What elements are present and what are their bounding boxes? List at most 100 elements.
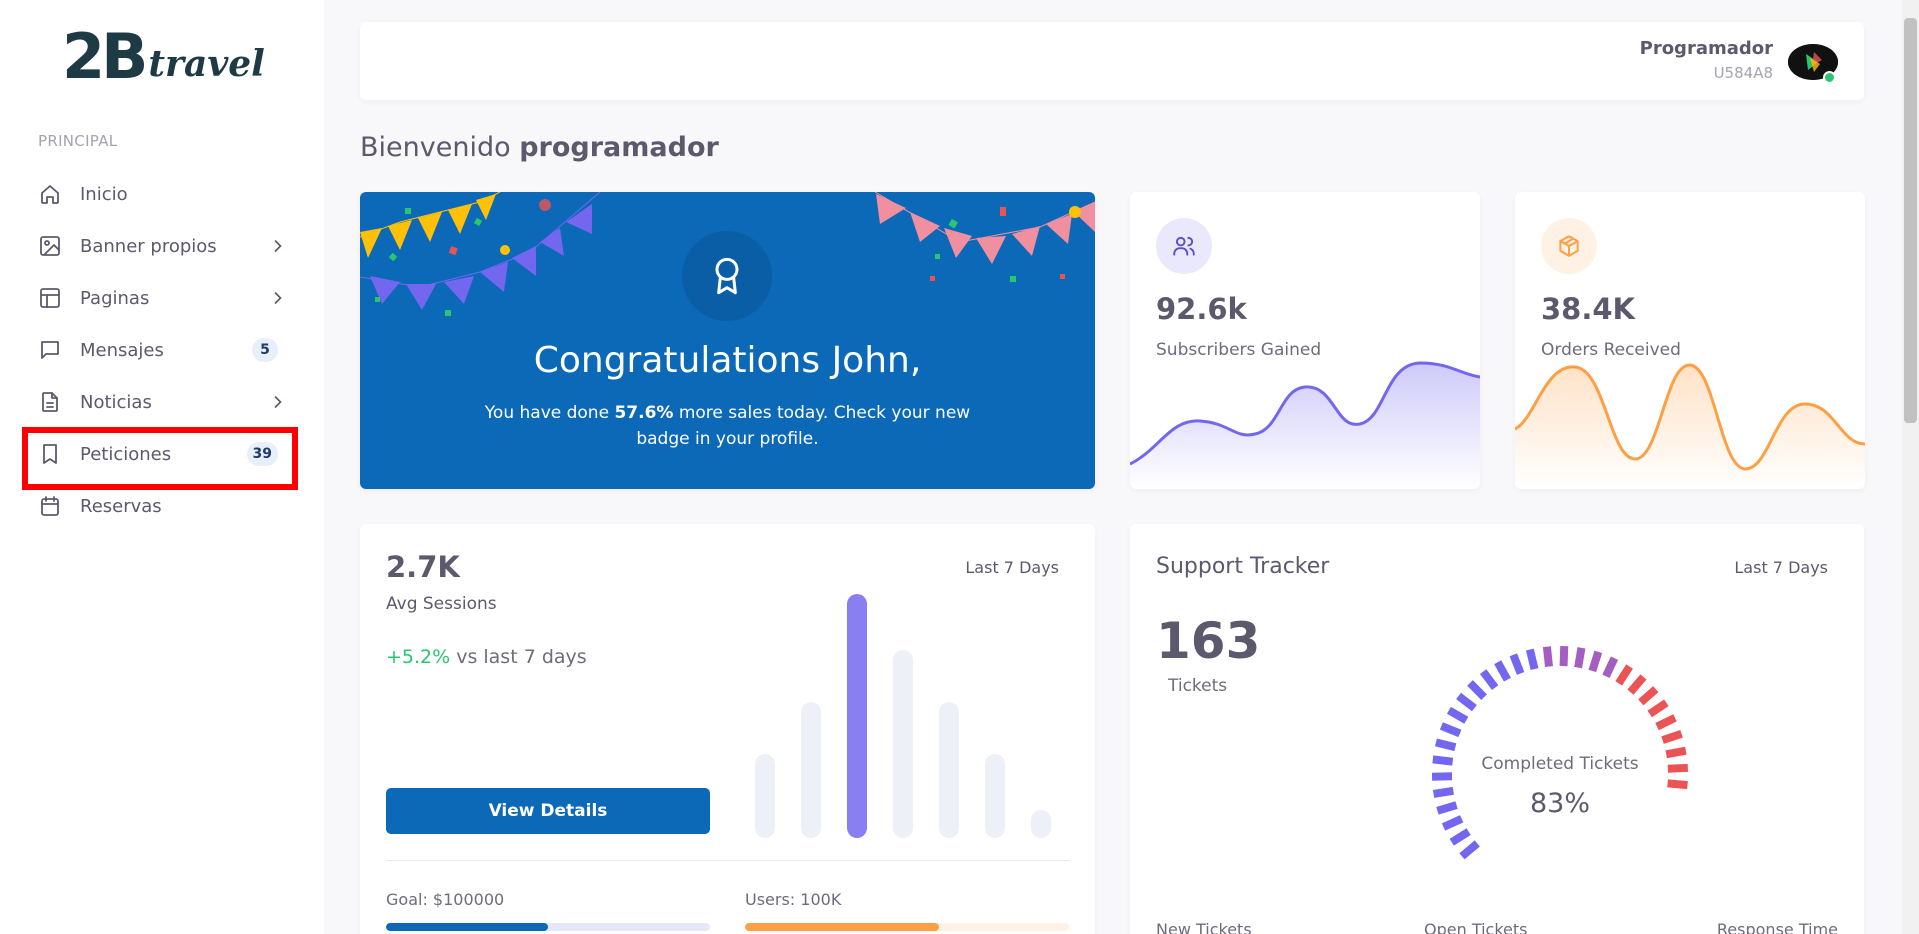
gauge-segment	[1559, 645, 1569, 667]
sessions-delta: +5.2% vs last 7 days	[386, 646, 587, 668]
gauge-segment	[1432, 755, 1454, 766]
page-title: Bienvenido programador	[360, 132, 719, 163]
welcome-prefix: Bienvenido	[360, 132, 511, 163]
gauge-segment	[1661, 730, 1683, 744]
support-tracker-card: Support Tracker Last 7 Days 163 Tickets …	[1130, 524, 1864, 934]
orders-sparkline	[1515, 363, 1865, 489]
sidebar-item-inicio[interactable]: Inicio	[28, 168, 300, 220]
divider	[386, 860, 1070, 861]
gauge-segment	[1436, 801, 1458, 815]
gauge-segment	[1441, 815, 1464, 831]
gauge-segment	[1456, 692, 1477, 712]
orders-value: 38.4K	[1541, 292, 1636, 326]
sidebar: 2B travel PRINCIPAL Inicio Banner propio…	[0, 0, 324, 934]
users-progress-fill	[745, 923, 940, 931]
new-tickets-label: New Tickets	[1156, 920, 1252, 934]
sidebar-menu: Inicio Banner propios Paginas Mensajes 5	[28, 168, 300, 532]
tickets-label: Tickets	[1168, 676, 1228, 696]
award-icon	[715, 257, 739, 295]
avatar[interactable]	[1788, 44, 1838, 84]
sidebar-item-label: Reservas	[80, 495, 162, 517]
sidebar-item-label: Mensajes	[80, 339, 164, 361]
response-time-label: Response Time	[1716, 920, 1838, 934]
message-icon	[38, 338, 62, 362]
congrats-highlight: 57.6%	[614, 403, 674, 423]
sessions-value: 2.7K	[386, 550, 460, 584]
goal-progress	[386, 923, 710, 931]
gauge-segment	[1667, 763, 1689, 773]
gauge-segment	[1509, 653, 1525, 675]
document-icon	[38, 390, 62, 414]
subscribers-sparkline	[1130, 361, 1480, 489]
gauge-segment	[1667, 779, 1688, 790]
sessions-delta-value: +5.2%	[386, 646, 451, 668]
user-id: U584A8	[1713, 64, 1773, 82]
gauge-segment	[1638, 686, 1659, 706]
sidebar-item-banner-propios[interactable]: Banner propios	[28, 220, 300, 272]
sidebar-item-label: Peticiones	[80, 443, 172, 465]
sidebar-item-peticiones[interactable]: Peticiones 39	[28, 428, 300, 480]
brand-logo[interactable]: 2B travel	[62, 26, 265, 88]
confetti-decoration	[360, 192, 1095, 316]
sessions-range-dropdown[interactable]: Last 7 Days	[965, 558, 1059, 577]
gauge-label: Completed Tickets	[1481, 754, 1639, 774]
gauge-segment	[1439, 722, 1462, 738]
sidebar-item-label: Noticias	[80, 391, 152, 413]
gauge-segment	[1494, 660, 1511, 682]
gauge-segment	[1655, 714, 1677, 731]
welcome-user: programador	[519, 132, 719, 163]
subscribers-value: 92.6k	[1156, 292, 1247, 326]
gauge-value: 83%	[1529, 788, 1590, 819]
users-icon	[1156, 218, 1212, 274]
sidebar-item-mensajes[interactable]: Mensajes 5	[28, 324, 300, 376]
online-status-dot	[1823, 71, 1836, 84]
award-badge	[682, 231, 772, 321]
top-navbar: Programador U584A8	[360, 22, 1864, 100]
scrollbar[interactable]	[1902, 0, 1919, 934]
congratulations-card: Congratulations John, You have done 57.6…	[360, 192, 1095, 489]
sidebar-item-paginas[interactable]: Paginas	[28, 272, 300, 324]
goal-label: Goal: $100000	[386, 890, 505, 909]
home-icon	[38, 182, 62, 206]
gauge-segment	[1449, 828, 1471, 846]
gauge-segment	[1574, 647, 1586, 669]
image-icon	[38, 234, 62, 258]
scrollbar-thumb[interactable]	[1904, 18, 1917, 423]
view-details-button[interactable]: View Details	[386, 788, 710, 834]
gauge-segment	[1627, 674, 1647, 695]
layout-icon	[38, 286, 62, 310]
gauge-segment	[1647, 699, 1669, 718]
orders-label: Orders Received	[1541, 340, 1681, 360]
bookmark-icon	[38, 442, 62, 466]
gauge-segment	[1588, 650, 1603, 673]
sessions-bar-chart	[755, 594, 1051, 838]
package-icon	[1541, 218, 1597, 274]
sessions-label: Avg Sessions	[386, 594, 497, 614]
gauge-segment	[1542, 646, 1553, 667]
gauge-segment	[1615, 664, 1633, 686]
gauge-segment	[1479, 669, 1499, 691]
avg-sessions-card: 2.7K Avg Sessions Last 7 Days +5.2% vs la…	[360, 524, 1095, 934]
subscribers-label: Subscribers Gained	[1156, 340, 1322, 360]
tickets-count: 163	[1156, 612, 1261, 670]
sessions-delta-text: vs last 7 days	[456, 646, 587, 668]
gauge-segment	[1665, 746, 1687, 759]
congrats-text: You have done 57.6% more sales today. Ch…	[470, 400, 985, 452]
user-name: Programador	[1639, 38, 1773, 59]
sidebar-item-label: Banner propios	[80, 235, 217, 257]
sidebar-item-reservas[interactable]: Reservas	[28, 480, 300, 532]
logo-mark: 2B	[62, 20, 148, 93]
highlight-annotation	[22, 427, 298, 490]
support-range-dropdown[interactable]: Last 7 Days	[1734, 558, 1828, 577]
subscribers-card: 92.6k Subscribers Gained	[1130, 192, 1480, 489]
sidebar-item-label: Inicio	[80, 183, 128, 205]
gauge-segment	[1467, 680, 1487, 700]
sidebar-item-noticias[interactable]: Noticias	[28, 376, 300, 428]
gauge-segment	[1432, 786, 1454, 798]
orders-card: 38.4K Orders Received	[1515, 192, 1865, 489]
congrats-title: Congratulations John,	[533, 340, 922, 381]
gauge-segment	[1446, 706, 1469, 724]
goal-progress-fill	[386, 923, 548, 931]
gauge-segment	[1434, 738, 1457, 752]
chevron-right-icon	[274, 292, 282, 304]
